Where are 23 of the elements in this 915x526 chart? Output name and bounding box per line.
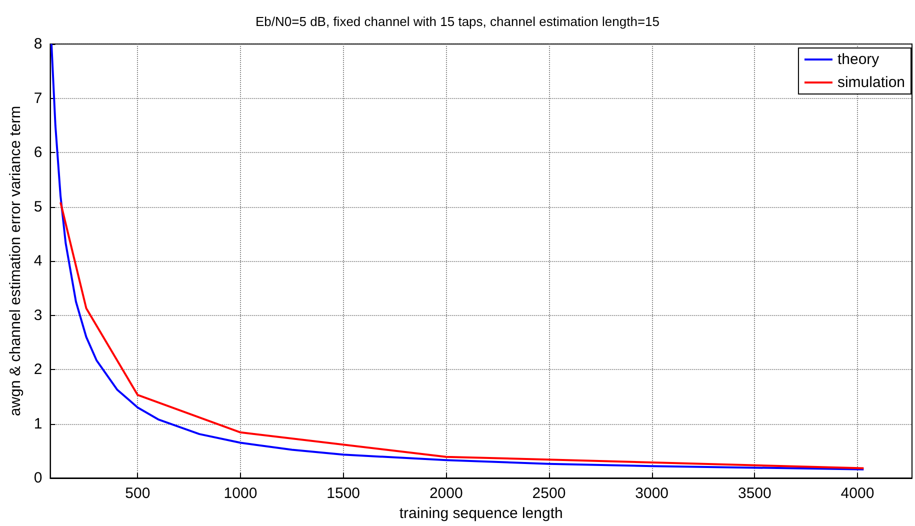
y-tick-label: 0 [34,470,42,486]
x-tick-label: 1500 [326,485,360,502]
x-tick-label: 2000 [429,485,463,502]
x-tick-label: 3500 [738,485,772,502]
y-tick-label: 1 [34,415,42,432]
line-series [60,201,865,470]
legend-label: simulation [837,74,905,91]
chart-title: Eb/N0=5 dB, fixed channel with 15 taps, channel estimation length=15 [256,14,660,29]
y-axis-title: awgn & channel estimation error variance term [7,106,24,416]
x-tick-label: 4000 [840,485,874,502]
x-tick-label: 3000 [635,485,669,502]
y-tick-label: 5 [34,198,42,216]
x-tick-label: 500 [125,485,150,502]
y-tick-label: 7 [34,90,42,107]
y-tick-label: 3 [34,306,42,324]
x-tick-label: 2500 [532,485,566,502]
y-tick-label: 2 [34,361,42,378]
x-axis-title: training sequence length [399,504,563,522]
y-tick-label: 4 [34,252,42,270]
legend-label: theory [837,51,880,68]
y-tick-label: 6 [34,144,42,161]
x-tick-label: 1000 [224,485,258,502]
y-tick-label: 8 [34,36,42,52]
